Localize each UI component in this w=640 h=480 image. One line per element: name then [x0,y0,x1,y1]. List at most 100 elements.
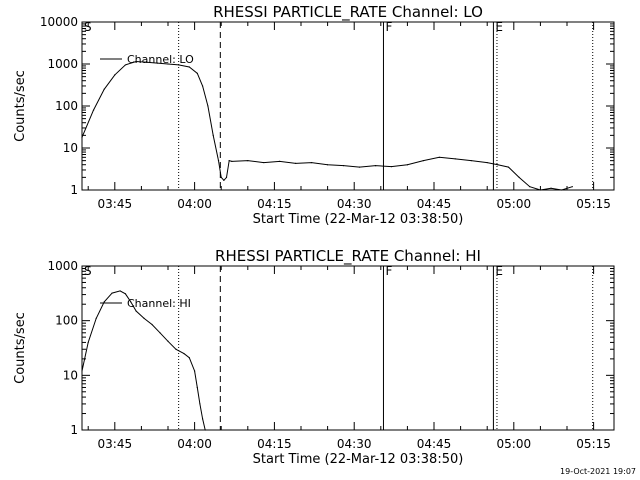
data-point [175,348,177,350]
data-point [228,160,230,162]
y-tick-label: 1 [70,183,78,197]
data-point [199,403,201,405]
event-marker-label: E [495,20,503,34]
data-point [279,160,281,162]
data-point [263,161,265,164]
data-point [358,166,361,168]
data-point [470,160,472,162]
y-tick-label: 100 [55,314,78,328]
data-point [183,352,185,355]
data-point [507,166,510,168]
data-point [550,187,552,189]
data-point [201,418,204,420]
y-tick-label: 10 [63,368,78,382]
data-point [146,61,148,63]
x-axis-label: Start Time (22-Mar-12 03:38:50) [253,452,464,467]
data-point [247,160,249,162]
data-point [196,386,198,389]
data-point [529,186,531,188]
data-point [95,317,97,320]
data-point [135,60,137,63]
data-point [217,160,220,162]
data-point [518,176,520,178]
y-tick-label: 1 [70,423,78,437]
data-point [196,72,198,74]
x-tick-label: 03:45 [98,437,133,451]
data-point [178,64,180,66]
x-tick-label: 03:45 [98,197,133,211]
data-point [188,66,190,68]
y-axis-label: Counts/sec [13,70,28,142]
data-point [167,340,169,342]
legend-label: Channel: HI [127,297,191,310]
data-point [135,310,137,312]
data-point [438,156,440,158]
x-tick-label: 05:00 [497,197,532,211]
chart-title: RHESSI PARTICLE_RATE Channel: LO [213,3,483,22]
y-tick-label: 1000 [47,259,78,273]
x-tick-label: 05:00 [497,437,532,451]
data-point [342,165,345,167]
data-point [327,164,329,166]
y-tick-label: 10000 [40,15,78,29]
data-point [497,164,499,166]
plot-frame [81,265,615,431]
data-point [571,186,573,188]
data-point [119,290,121,292]
data-point [390,166,393,168]
data-point [220,176,222,178]
y-tick-label: 100 [55,99,78,113]
data-point [103,88,105,90]
data-point [194,370,196,372]
y-tick-label: 10 [63,141,78,155]
data-point [207,105,209,107]
data-point [167,63,169,65]
legend-label: Channel: LO [127,53,194,66]
x-tick-label: 04:00 [177,437,212,451]
y-tick-label: 1000 [47,57,78,71]
event-marker-label: S [84,264,92,278]
x-tick-label: 04:30 [337,197,372,211]
data-point [539,189,542,191]
data-point [114,74,116,76]
event-marker-label: S [84,20,92,34]
data-point [124,293,127,295]
x-axis-label: Start Time (22-Mar-12 03:38:50) [253,212,464,227]
data-point [188,357,190,359]
data-point [159,332,161,334]
data-point [111,292,113,294]
data-point [311,161,313,164]
data-point [156,62,158,64]
data-point [406,164,409,166]
data-point [212,134,214,136]
data-point [486,161,488,164]
data-point [87,341,89,344]
data-point [81,136,83,138]
timestamp: 19-Oct-2021 19:07 [560,467,636,476]
data-point [561,189,563,191]
series-line [81,60,573,191]
data-point [124,64,127,66]
x-tick-label: 04:15 [257,437,292,451]
x-tick-label: 05:15 [576,197,611,211]
event-marker-label: E [495,264,503,278]
chart-title: RHESSI PARTICLE_RATE Channel: HI [215,247,481,266]
data-point [130,301,132,303]
data-point [204,429,206,431]
data-point [231,160,233,162]
data-point [92,109,95,111]
x-tick-label: 04:15 [257,197,292,211]
chart-panel-hi: RHESSI PARTICLE_RATE Channel: HI 03:45 04:… [13,247,615,467]
data-point [201,85,204,87]
x-tick-label: 05:15 [576,437,611,451]
chart-panel-lo: RHESSI PARTICLE_RATE Channel: LO 03:45 04:… [13,3,615,227]
series-line [81,290,206,431]
plot-frame [81,21,615,191]
x-tick-label: 04:30 [337,437,372,451]
data-point [151,323,153,326]
data-point [225,176,228,178]
data-point [81,370,83,372]
y-axis-label: Counts/sec [13,312,28,384]
data-point [374,165,377,167]
